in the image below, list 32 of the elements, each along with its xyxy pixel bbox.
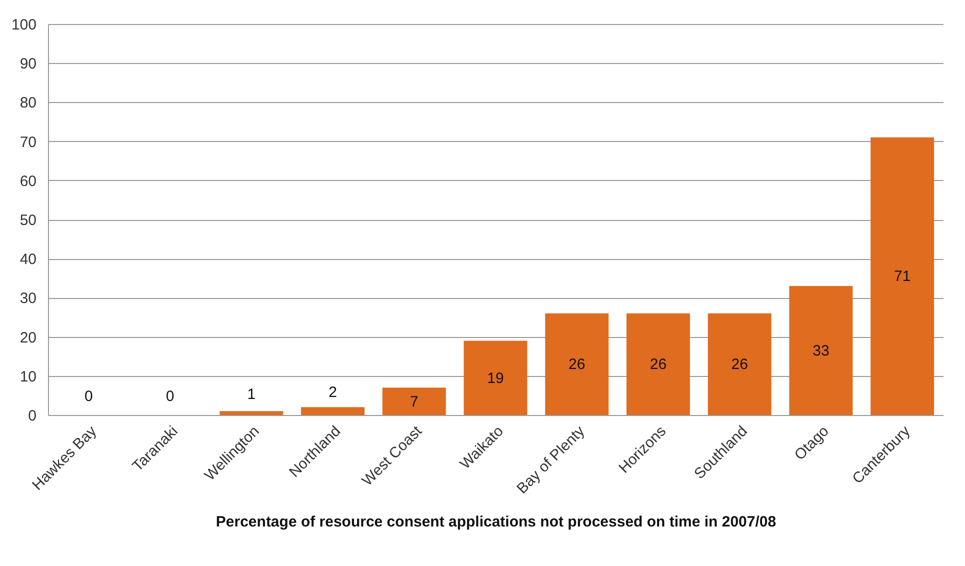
- bar: [382, 388, 446, 415]
- bar: [626, 313, 690, 415]
- data-label: 0: [84, 388, 93, 405]
- bar: [545, 313, 609, 415]
- y-tick-label: 100: [11, 16, 36, 34]
- data-label: 2: [328, 384, 337, 402]
- bar: [789, 286, 853, 415]
- y-tick-label: 30: [20, 290, 36, 308]
- y-tick-label: 70: [20, 134, 36, 151]
- y-tick-label: 20: [20, 329, 36, 346]
- data-label: 1: [247, 386, 256, 404]
- y-tick-label: 50: [20, 212, 36, 229]
- bar: [220, 411, 284, 415]
- bar: [464, 340, 528, 415]
- y-tick-label: 90: [20, 56, 36, 73]
- data-label: 7: [410, 393, 418, 410]
- y-tick-label: 80: [20, 94, 36, 112]
- bar: [301, 407, 365, 415]
- y-tick-label: 0: [28, 408, 36, 424]
- y-tick-label: 10: [20, 368, 36, 386]
- x-axis-title: Percentage of resource consent applications not processed on time in 2007/08: [216, 514, 776, 531]
- data-label: 26: [731, 356, 748, 374]
- data-label: 19: [487, 370, 504, 387]
- data-label: 0: [166, 388, 174, 405]
- bar: [708, 313, 772, 415]
- data-label: 33: [812, 342, 830, 360]
- bar: [870, 137, 934, 415]
- y-tick-label: 60: [20, 172, 36, 190]
- data-label: 71: [894, 268, 911, 286]
- y-tick-label: 40: [20, 251, 36, 268]
- data-label: 26: [650, 356, 667, 374]
- data-label: 26: [568, 356, 586, 374]
